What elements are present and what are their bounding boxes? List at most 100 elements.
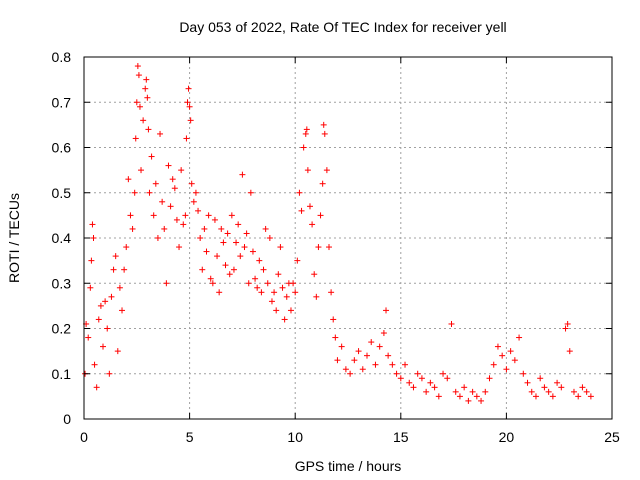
data-point [258,289,265,296]
data-point [309,221,316,228]
data-point [235,221,242,228]
data-point [87,284,94,291]
x-axis-title: GPS time / hours [295,458,402,474]
data-point [95,316,102,323]
data-point [532,393,539,400]
data-point [154,235,161,241]
data-point [385,352,392,359]
data-point [243,230,250,237]
data-point [209,280,216,287]
y-tick-label: 0.5 [52,185,72,201]
data-point [444,375,451,382]
data-point [100,343,107,350]
data-point [275,271,282,278]
data-point [283,293,290,300]
data-point [541,384,548,391]
data-point [393,370,400,377]
data-point [298,207,305,214]
data-point [85,334,92,341]
x-tick-label: 20 [499,429,515,445]
data-point [486,375,493,382]
data-point [106,370,113,377]
data-point [180,221,187,228]
data-point [203,248,210,255]
data-point [397,375,404,382]
data-point [184,99,191,106]
data-point [171,185,178,192]
data-point [90,235,97,241]
data-point [237,253,244,260]
data-point [188,180,195,187]
data-point [214,253,221,260]
data-point [127,212,134,219]
data-point [239,171,246,178]
data-point [292,289,299,296]
y-tick-label: 0.7 [52,94,72,110]
data-point [132,135,139,142]
data-point [178,167,185,174]
data-point [169,176,176,183]
y-axis-title: ROTI / TECUs [6,193,22,283]
data-point [304,167,311,174]
data-point [142,85,149,92]
data-point [186,103,193,110]
x-tick-labels: 0 5 10 15 20 25 [80,429,620,445]
data-point [185,85,192,92]
data-point [150,212,157,219]
data-point [112,253,119,260]
y-tick-label: 0.8 [52,49,72,65]
data-point [271,289,278,296]
data-point [230,266,237,273]
data-point [564,320,571,327]
data-point [296,189,303,196]
data-point [545,388,552,395]
data-point [220,239,227,246]
data-point [216,289,223,296]
data-point [165,162,172,169]
data-point [93,384,100,391]
data-point [123,244,130,251]
data-point [241,244,248,251]
data-point [222,262,229,269]
data-point [294,257,301,264]
data-point [211,216,218,223]
data-point [427,379,434,386]
data-point [330,316,337,323]
data-point [279,284,286,291]
x-tick-label: 10 [287,429,303,445]
data-point [249,248,256,255]
y-tick-label: 0.4 [52,230,72,246]
data-point [389,361,396,368]
data-point [89,221,96,228]
data-point [247,189,254,196]
data-point [146,189,153,196]
data-point [233,239,240,246]
data-point [254,284,261,291]
data-point [587,393,594,400]
data-point [418,375,425,382]
data-point [102,298,109,305]
data-point [359,366,366,373]
data-point [383,307,390,314]
data-point [465,397,472,404]
data-point [325,244,332,251]
x-tick-label: 15 [393,429,409,445]
data-point [133,99,140,106]
data-point [97,302,104,309]
data-point [499,352,506,359]
axis-ticks [83,56,613,420]
data-point [207,275,214,282]
data-point [136,103,143,110]
data-point [108,293,115,300]
data-point [104,325,111,332]
data-point [145,126,152,133]
data-point [163,280,170,287]
data-point [266,235,273,241]
data-point [448,320,455,327]
data-point [334,357,341,364]
data-point [290,280,297,287]
data-point [328,289,335,296]
data-point [306,203,313,210]
plot-frame [83,56,613,420]
